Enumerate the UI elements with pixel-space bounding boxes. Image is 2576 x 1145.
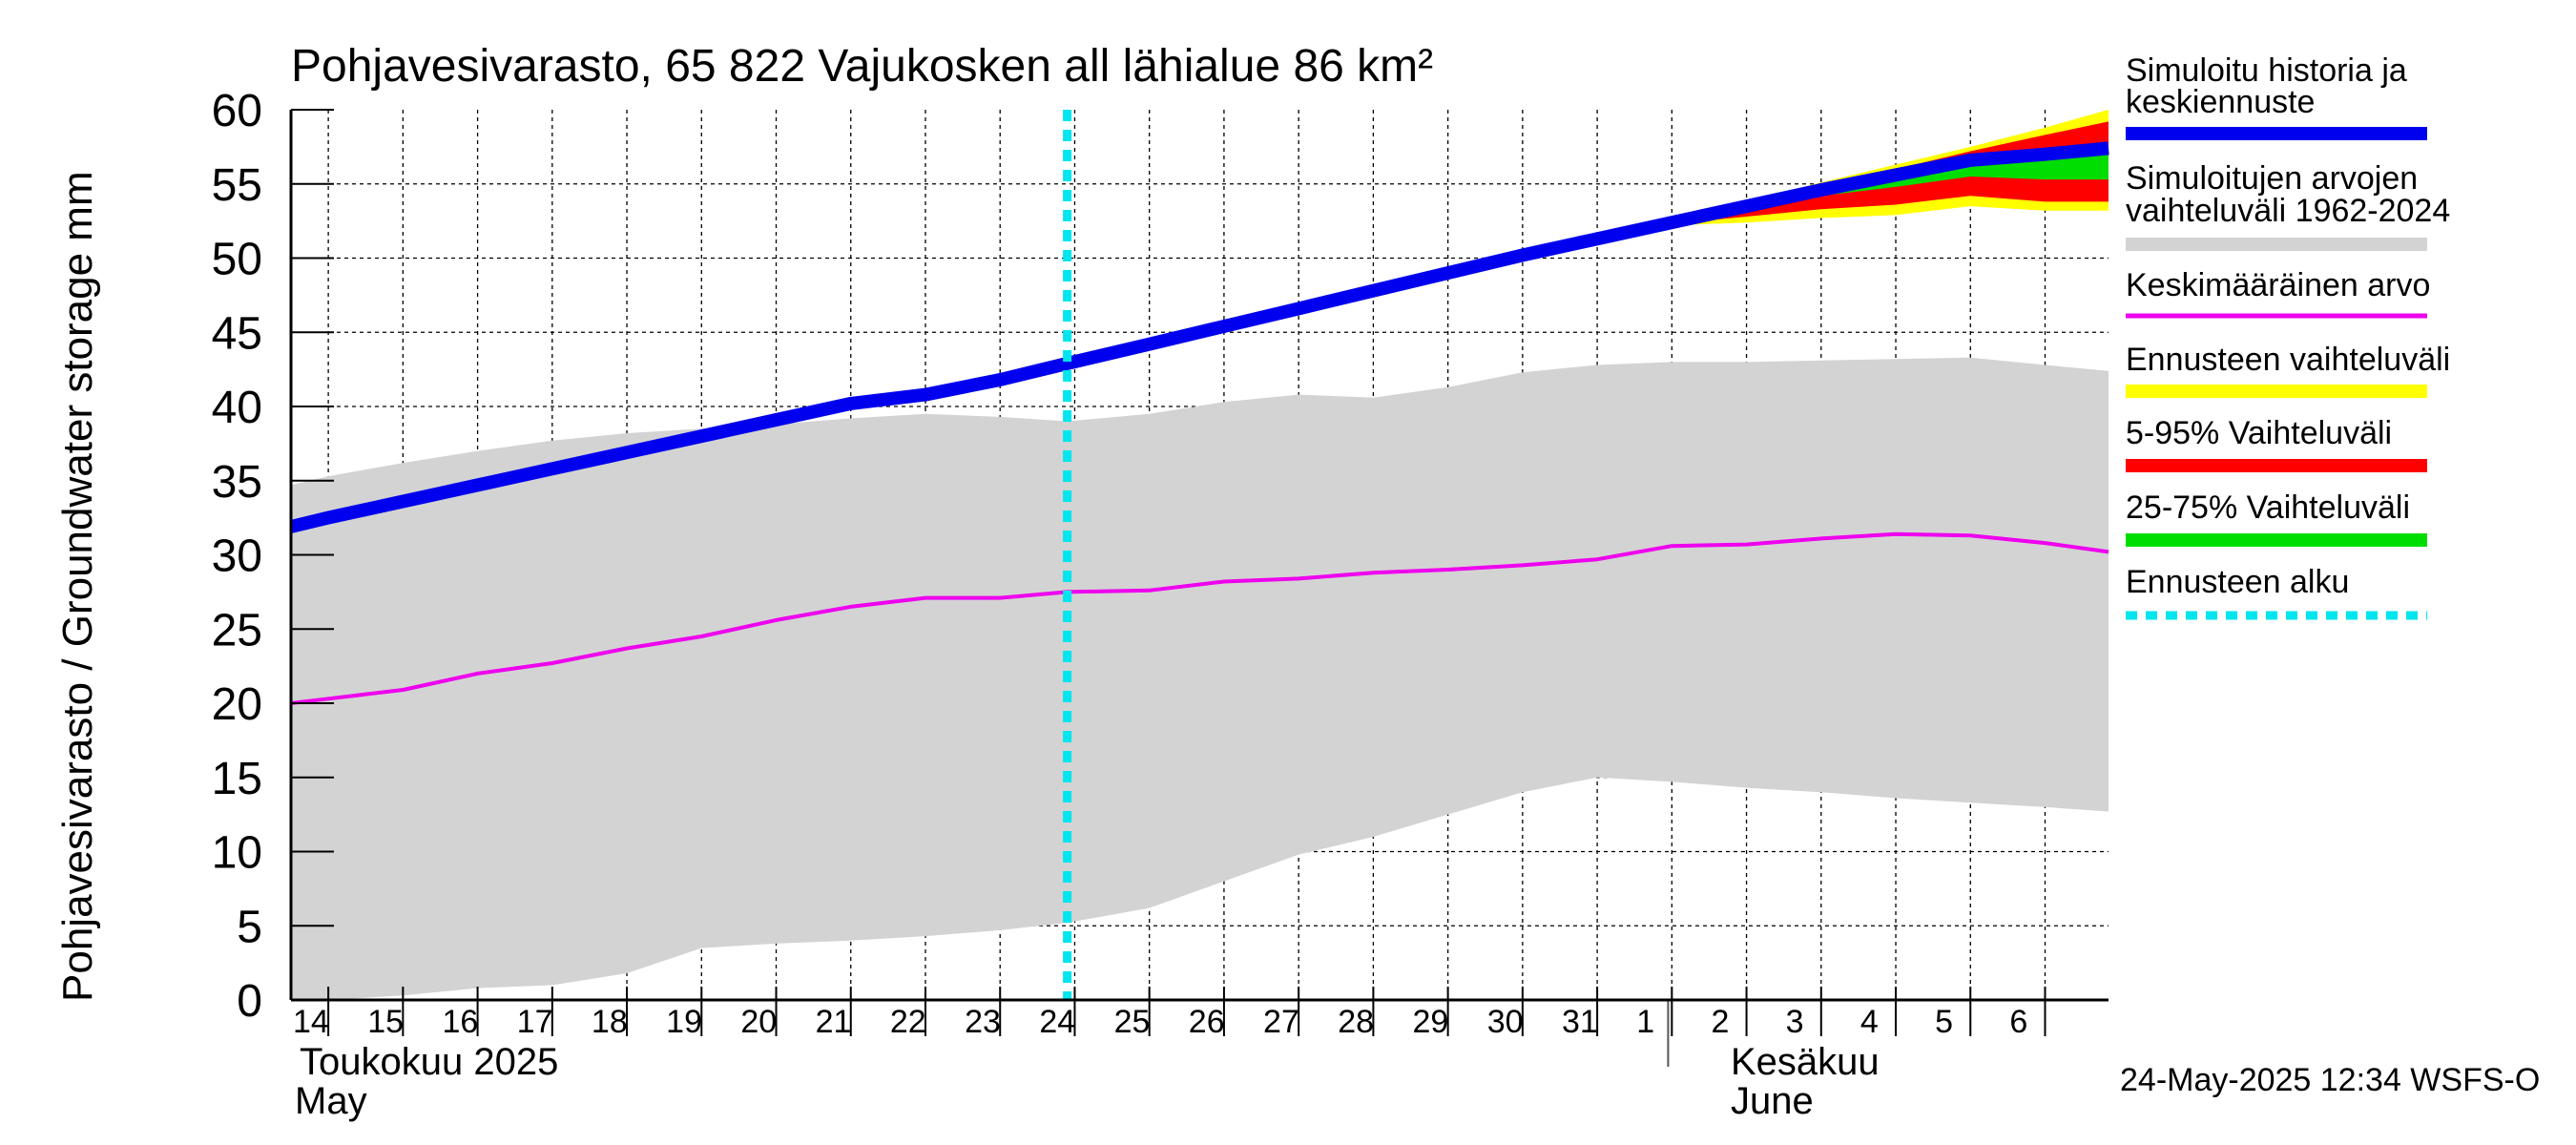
x-tick-label: 16 xyxy=(442,1004,478,1040)
legend-label: Keskimääräinen arvo xyxy=(2126,267,2430,303)
x-tick-label: 18 xyxy=(592,1004,628,1040)
x-tick-label: 2 xyxy=(1711,1004,1729,1040)
legend-label: Ennusteen vaihteluväli xyxy=(2126,342,2450,378)
x-tick-label: 14 xyxy=(293,1004,329,1040)
timestamp: 24-May-2025 12:34 WSFS-O xyxy=(2120,1062,2540,1098)
y-tick-label: 45 xyxy=(212,308,262,359)
x-tick-label: 4 xyxy=(1860,1004,1879,1040)
x-tick-label: 17 xyxy=(517,1004,553,1040)
x-tick-label: 1 xyxy=(1636,1004,1654,1040)
series-layer xyxy=(289,110,2109,1000)
x-tick-label: 29 xyxy=(1413,1004,1449,1040)
y-tick-label: 60 xyxy=(212,86,262,136)
x-tick-label: 28 xyxy=(1338,1004,1374,1040)
series-line xyxy=(290,531,2109,705)
x-tick-label: 22 xyxy=(890,1004,926,1040)
x-tick-label: 30 xyxy=(1487,1004,1524,1040)
x-tick-label: 20 xyxy=(740,1004,777,1040)
month-label-may-fi: Toukokuu 2025 xyxy=(300,1041,558,1083)
x-tick-label: 5 xyxy=(1935,1004,1953,1040)
legend-label: 5-95% Vaihteluväli xyxy=(2126,415,2392,451)
series-band xyxy=(1597,146,2109,242)
legend-label: Simuloitu historia ja xyxy=(2126,52,2407,89)
y-tick-label: 0 xyxy=(237,976,262,1027)
y-tick-label: 15 xyxy=(212,754,262,804)
legend-label: Ennusteen alku xyxy=(2126,564,2349,600)
legend-label: keskiennuste xyxy=(2126,84,2315,120)
x-tick-label: 25 xyxy=(1114,1004,1151,1040)
x-tick-label: 15 xyxy=(367,1004,404,1040)
y-axis-label: Pohjavesivarasto / Groundwater storage m… xyxy=(54,171,101,1002)
y-tick-label: 20 xyxy=(212,679,262,730)
y-tick-label: 40 xyxy=(212,383,262,433)
y-tick-label: 25 xyxy=(212,605,262,656)
x-tick-label: 19 xyxy=(666,1004,702,1040)
y-tick-label: 30 xyxy=(212,531,262,582)
y-tick-label: 50 xyxy=(212,235,262,285)
x-tick-label: 6 xyxy=(2009,1004,2027,1040)
y-tick-label: 35 xyxy=(212,457,262,508)
month-label-may-en: May xyxy=(295,1080,367,1122)
legend-label: Simuloitujen arvojen xyxy=(2126,160,2418,197)
legend-label: vaihteluväli 1962-2024 xyxy=(2126,193,2450,229)
x-tick-label: 24 xyxy=(1039,1004,1075,1040)
x-tick-label: 21 xyxy=(816,1004,852,1040)
x-tick-label: 27 xyxy=(1263,1004,1299,1040)
series-line xyxy=(289,141,2109,533)
y-tick-label: 10 xyxy=(212,828,262,879)
legend-label: 25-75% Vaihteluväli xyxy=(2126,489,2410,526)
month-label-june-en: June xyxy=(1731,1080,1814,1122)
x-tick-label: 26 xyxy=(1189,1004,1225,1040)
month-label-june-fi: Kesäkuu xyxy=(1731,1041,1880,1083)
chart-title: Pohjavesivarasto, 65 822 Vajukosken all … xyxy=(291,41,1433,92)
y-tick-label: 55 xyxy=(212,160,262,211)
y-tick-label: 5 xyxy=(237,902,262,952)
series-band xyxy=(291,357,2109,1000)
x-tick-label: 31 xyxy=(1562,1004,1598,1040)
x-tick-label: 3 xyxy=(1786,1004,1804,1040)
x-tick-label: 23 xyxy=(965,1004,1001,1040)
